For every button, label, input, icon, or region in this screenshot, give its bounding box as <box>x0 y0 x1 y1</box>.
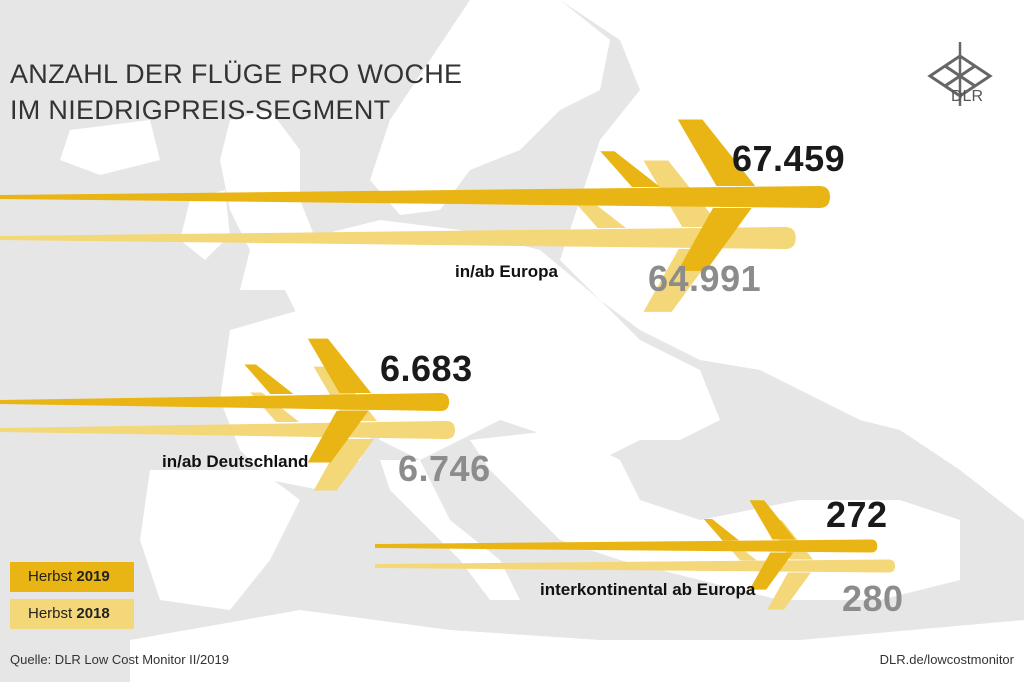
value-interkontinental-2019: 272 <box>826 494 888 535</box>
category-label-deutschland: in/ab Deutschland <box>162 452 309 471</box>
legend-year-2018: 2018 <box>76 605 110 622</box>
plane-bar-deutschland-2019 <box>0 338 450 463</box>
logo-text: DLR <box>951 88 984 105</box>
dlr-logo-icon <box>927 42 993 106</box>
footer-link[interactable]: DLR.de/lowcostmonitor <box>879 652 1014 667</box>
legend-item-2019: Herbst 2019 <box>10 562 134 592</box>
value-europa-2019: 67.459 <box>732 138 846 179</box>
title-line-1: ANZAHL DER FLÜGE PRO WOCHE <box>10 59 463 89</box>
category-label-interkontinental: interkontinental ab Europa <box>540 580 756 599</box>
plane-bar-europa-2019 <box>0 119 830 271</box>
source-note: Quelle: DLR Low Cost Monitor II/2019 <box>10 652 229 667</box>
value-deutschland-2018: 6.746 <box>398 448 491 489</box>
legend-prefix-2018: Herbst <box>28 605 73 622</box>
category-label-europa: in/ab Europa <box>455 262 558 281</box>
value-europa-2018: 64.991 <box>648 258 762 299</box>
plane-bar-interkontinental-2019 <box>375 500 878 590</box>
chart-title: ANZAHL DER FLÜGE PRO WOCHE IM NIEDRIGPRE… <box>10 56 462 128</box>
legend-item-2018: Herbst 2018 <box>10 599 134 629</box>
legend-year-2019: 2019 <box>76 568 110 585</box>
value-interkontinental-2018: 280 <box>842 578 904 619</box>
title-line-2: IM NIEDRIGPREIS-SEGMENT <box>10 95 391 125</box>
legend-prefix-2019: Herbst <box>28 568 73 585</box>
value-deutschland-2019: 6.683 <box>380 348 473 389</box>
